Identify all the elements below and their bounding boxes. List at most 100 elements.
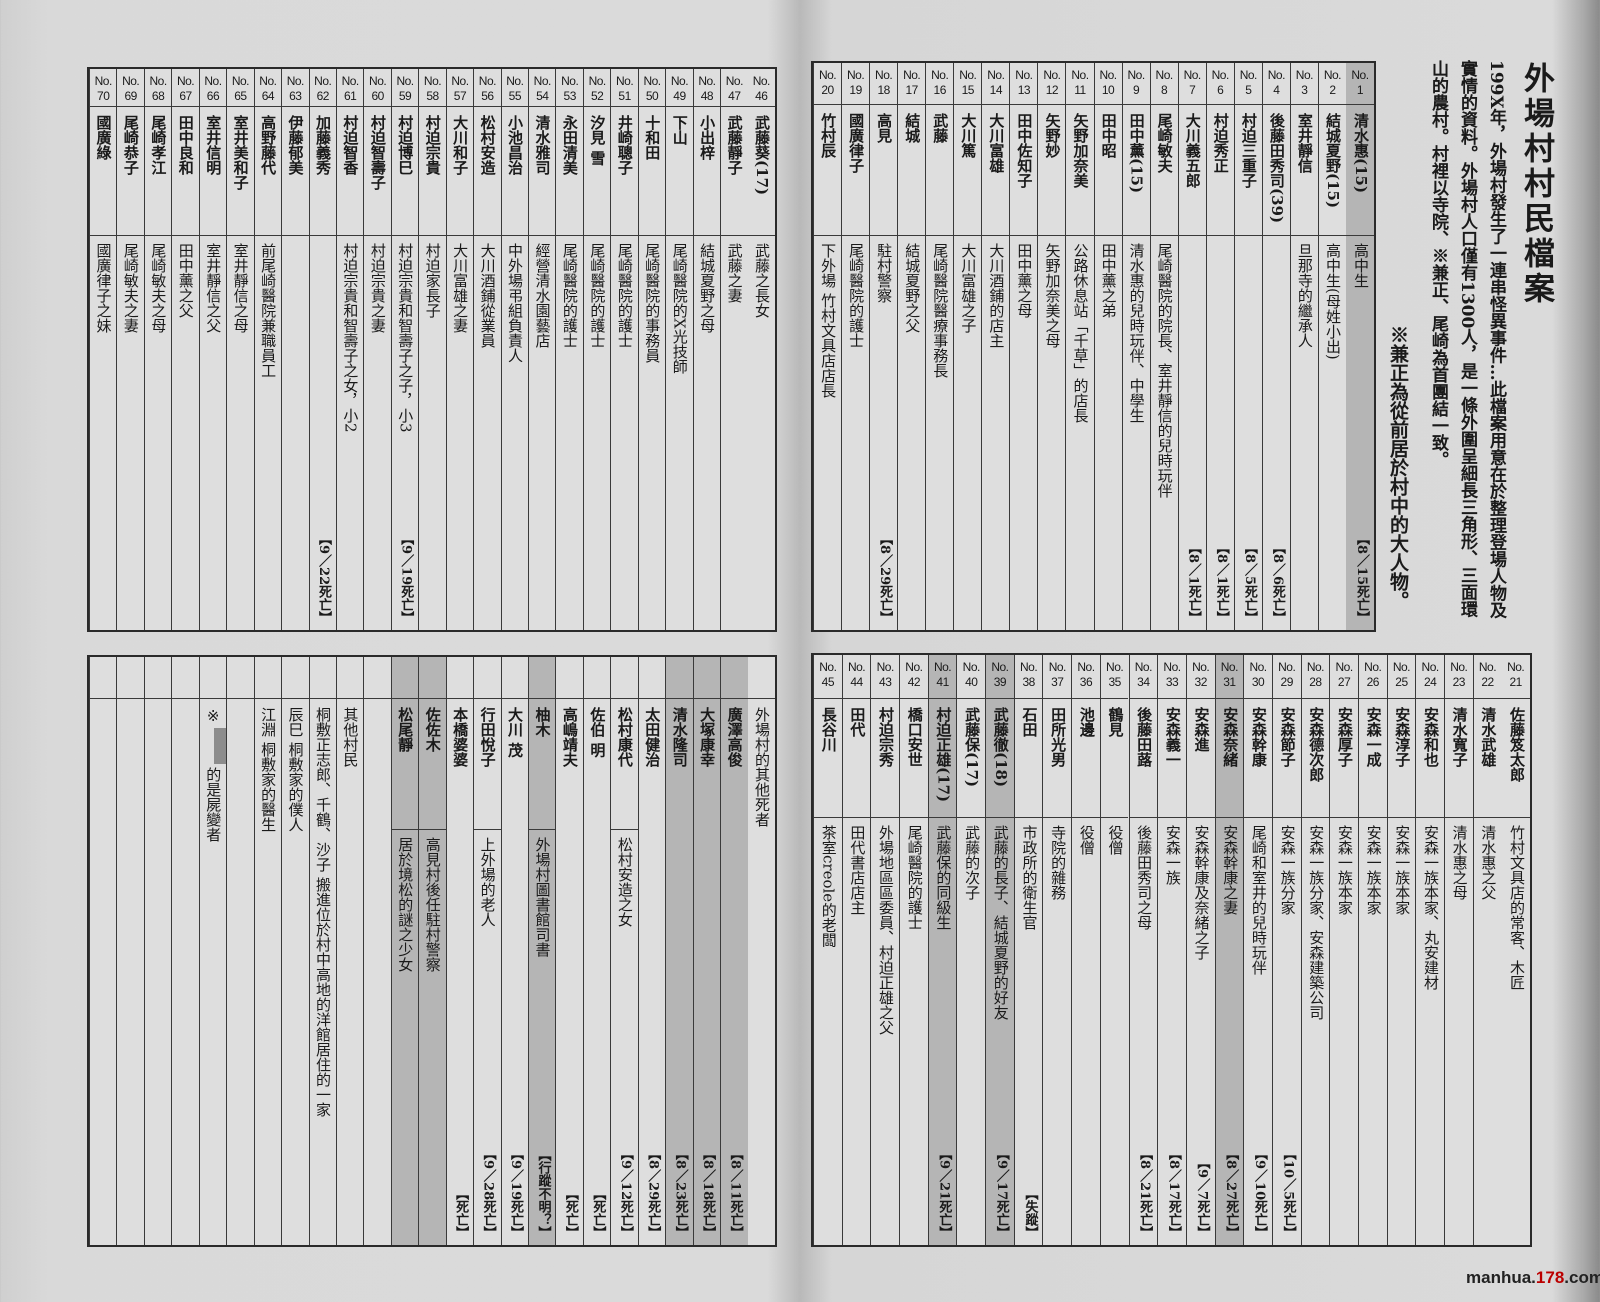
table-column: No. 48 小出梓 結城夏野之母 [692, 69, 721, 630]
row-divider [1178, 235, 1206, 236]
person-role [310, 243, 336, 515]
column-header-number: No. 33 [1158, 655, 1186, 699]
row-divider [199, 235, 227, 236]
row-divider [1262, 235, 1290, 236]
row-divider [583, 235, 611, 236]
column-header-number: No. 44 [842, 655, 871, 699]
watermark-prefix: manhua. [1466, 1268, 1536, 1287]
column-header-number: No. 57 [446, 69, 474, 107]
column-header-number: No. 29 [1272, 655, 1301, 699]
intro-paragraph: 199X年，外場村發生了一連串怪異事件…此檔案用意在於整理登場人物及實情的資料。… [1428, 60, 1506, 619]
column-header-number: No. 28 [1301, 655, 1330, 699]
person-name: 田代 [848, 707, 867, 737]
table-column: No. 7 大川義五郎 【8／1死亡】 [1177, 63, 1206, 630]
table-column: No. 8 尾崎敏夫 尾崎醫院的院長、室井靜信的兒時玩伴 [1149, 63, 1178, 630]
person-name: 大川義五郎 [1183, 113, 1202, 188]
row-divider [1358, 817, 1387, 818]
row-divider [611, 235, 638, 236]
column-header-number [693, 657, 721, 699]
death-status: 【8／17死亡】 [1165, 1146, 1181, 1239]
column-header-number: No. 70 [90, 69, 117, 107]
column-header-number: No. 47 [721, 69, 748, 107]
person-name: 武藤靜子 [725, 115, 744, 175]
column-header-number: No. 14 [982, 63, 1010, 105]
death-status: 【8／1死亡】 [1213, 540, 1229, 624]
row-divider [1387, 817, 1416, 818]
table-column: 本橋婆婆 【死亡】 [445, 657, 474, 1245]
column-header-number [611, 657, 638, 699]
table-column: 廣澤高俊 【8／11死亡】 [720, 657, 748, 1245]
column-header-number: No. 30 [1244, 655, 1272, 699]
person-role: 大川富雄之子 [959, 243, 978, 333]
column-header-number: No. 43 [871, 655, 900, 699]
table-column: 大塚康幸 【8／18死亡】 [692, 657, 721, 1245]
table-column: No. 33 安森義一 安森一族 【8／17死亡】 [1157, 655, 1186, 1245]
table-column [171, 657, 199, 1245]
row-divider [529, 829, 556, 830]
person-role: 上外場的老人 [478, 837, 497, 927]
row-divider [1234, 235, 1262, 236]
person-name: 安森奈緒 [1221, 707, 1240, 767]
row-divider [556, 235, 583, 236]
table-column: No. 19 國廣律子 尾崎醫院的護士 [841, 63, 870, 630]
table-column [363, 657, 391, 1245]
person-name: 安森德次郎 [1307, 707, 1326, 782]
column-header-number: No. 16 [926, 63, 954, 105]
person-role: 市政所的衛生官 [1020, 825, 1039, 930]
person-role: 村迫宗貴和智壽子之子，小3 [396, 243, 415, 433]
table-column: No. 68 尾崎孝江 尾崎敏夫之母 [143, 69, 172, 630]
shading-legend-note: ※ 的是屍變者 [200, 707, 227, 1239]
table-column: No. 49 下山 尾崎醫院的X光技師 [665, 69, 693, 630]
row-divider [446, 235, 474, 236]
person-name: 村迫宗貴 [423, 115, 442, 175]
column-header-number: No. 42 [900, 655, 928, 699]
column-header-number [583, 657, 611, 699]
note-text: 的是屍變者 [204, 767, 223, 842]
column-header-number: No. 40 [957, 655, 986, 699]
person-role: 武藤的次子 [963, 825, 982, 900]
person-role: 公路休息站「千草」的店長 [1071, 243, 1090, 423]
person-name: 太田健治 [643, 707, 662, 767]
row-divider [144, 235, 172, 236]
person-name: 下山 [670, 115, 689, 145]
row-divider [1100, 817, 1129, 818]
row-divider [900, 817, 928, 818]
table-column: No. 21 佐藤笈太郎 竹村文具店的常客、木匠 [1501, 655, 1530, 1245]
person-name: 佐伯 明 [588, 707, 607, 758]
death-status: 【死亡】 [562, 1187, 578, 1239]
person-name: 村迫秀正 [1211, 113, 1230, 173]
table-column: No. 59 村迫博巳 村迫宗貴和智壽子之子，小3 【9／19死亡】 [390, 69, 419, 630]
table-column: No. 18 高見 駐村警察 【8／29死亡】 [869, 63, 898, 630]
person-role [694, 837, 720, 1120]
person-role [1235, 243, 1262, 515]
person-name: 十和田 [643, 115, 662, 160]
table-column: No. 25 安森淳子 安森一族本家 [1386, 655, 1416, 1245]
person-role: 下外場 竹村文具店店長 [819, 243, 838, 398]
death-status: 【8／6死亡】 [1269, 540, 1285, 624]
row-divider [1129, 817, 1158, 818]
column-header-number: No. 41 [928, 655, 957, 699]
person-name: 清水寬子 [1450, 707, 1469, 767]
table-column: No. 35 鶴見 役僧 [1099, 655, 1129, 1245]
person-role: 田中薰之弟 [1099, 243, 1118, 318]
column-header-number [638, 657, 666, 699]
table-column: No. 1 清水惠(15) 高中生 【8／15死亡】 [1345, 63, 1374, 630]
person-role: 武藤保的同級生 [934, 825, 953, 930]
row-text: 辰巳 桐敷家的僕人 [286, 707, 305, 832]
footnote: ※兼正為從前居於村中的大人物。 [1387, 325, 1409, 610]
person-name: 柚木 [533, 707, 552, 737]
row-divider [842, 817, 871, 818]
table-column: No. 43 村迫宗秀 外場地區區委員、村迫正雄之父 [870, 655, 900, 1245]
column-header-number [721, 657, 748, 699]
person-role: 大川酒鋪的店主 [987, 243, 1006, 348]
row-divider [529, 235, 556, 236]
row-divider [309, 235, 336, 236]
table-column: No. 17 結城 結城夏野之父 [897, 63, 926, 630]
column-header-number: No. 22 [1473, 655, 1502, 699]
person-role: 安森一族 [1163, 825, 1182, 885]
column-header-number [529, 657, 556, 699]
person-role [557, 837, 583, 1120]
person-role: 高中生 [1352, 243, 1370, 288]
row-divider [172, 235, 199, 236]
person-role: 尾崎和室井的兒時玩伴 [1249, 825, 1268, 975]
